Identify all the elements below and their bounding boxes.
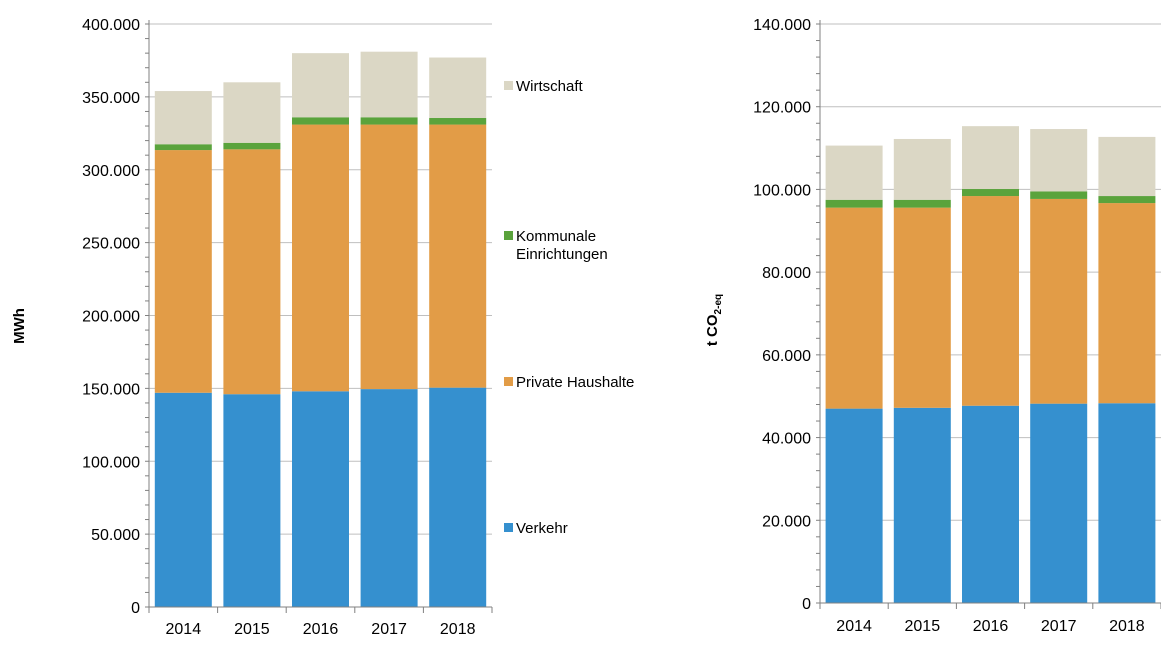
x-tick-label: 2015: [234, 621, 270, 638]
bar-verkehr-2016: [962, 405, 1019, 603]
bar-private-haushalte-2016: [962, 196, 1019, 406]
bar-private-haushalte-2015: [223, 149, 281, 395]
legend-swatch-private-haushalte: [504, 377, 513, 386]
bar-kommunale-2017: [1030, 191, 1088, 199]
legend-label: Kommunale: [516, 228, 596, 245]
emissions-bars: [825, 126, 1156, 603]
emissions-axes: [816, 20, 1161, 609]
emissions-y-axis-label: t CO2-eq: [704, 294, 724, 346]
energy-y-tick-labels: 0 50.000 100.000 150.000 200.000 250.000 300.0…: [82, 17, 140, 617]
bar-kommunale-2018: [429, 118, 487, 125]
bar-wirtschaft-2014: [825, 145, 883, 200]
bar-private-haushalte-2014: [825, 207, 883, 409]
energy-bars: [154, 51, 487, 607]
bar-verkehr-2015: [893, 407, 951, 603]
bar-private-haushalte-2015: [893, 207, 951, 408]
legend-swatch-verkehr: [504, 523, 513, 532]
bar-kommunale-2016: [292, 117, 349, 125]
bar-kommunale-2016: [962, 189, 1019, 197]
bar-wirtschaft-2017: [360, 51, 418, 118]
energy-y-axis-label: MWh: [11, 308, 28, 344]
energy-x-tick-labels: 2014 2015 2016 2017 2018: [166, 621, 476, 638]
y-tick-label: 120.000: [753, 100, 811, 117]
y-tick-label: 200.000: [82, 309, 140, 326]
energy-chart: 0 50.000 100.000 150.000 200.000 250.000 300.0…: [11, 17, 634, 638]
bar-verkehr-2017: [360, 389, 418, 607]
bar-private-haushalte-2014: [154, 150, 212, 393]
bar-verkehr-2015: [223, 394, 281, 607]
emissions-x-tick-labels: 2014 2015 2016 2017 2018: [836, 618, 1144, 635]
x-tick-label: 2017: [1041, 618, 1077, 635]
bar-verkehr-2018: [429, 387, 487, 607]
y-tick-label: 400.000: [82, 17, 140, 34]
bar-verkehr-2016: [292, 391, 349, 607]
bar-wirtschaft-2016: [292, 53, 349, 118]
x-tick-label: 2016: [303, 621, 339, 638]
bar-wirtschaft-2017: [1030, 129, 1088, 192]
bar-kommunale-2014: [154, 144, 212, 151]
x-tick-label: 2014: [836, 618, 872, 635]
bar-wirtschaft-2014: [154, 91, 212, 145]
bar-verkehr-2014: [825, 408, 883, 603]
emissions-y-axis-label-subscript: 2-eq: [713, 294, 724, 315]
bar-wirtschaft-2018: [429, 57, 487, 119]
y-tick-label: 150.000: [82, 381, 140, 398]
y-tick-label: 40.000: [762, 431, 811, 448]
bar-private-haushalte-2017: [1030, 198, 1088, 404]
bar-private-haushalte-2018: [1098, 203, 1156, 404]
bar-wirtschaft-2015: [893, 138, 951, 200]
bar-verkehr-2014: [154, 392, 212, 607]
bar-private-haushalte-2018: [429, 124, 487, 388]
bar-wirtschaft-2018: [1098, 136, 1156, 197]
x-tick-label: 2016: [973, 618, 1009, 635]
x-tick-label: 2014: [166, 621, 202, 638]
bar-wirtschaft-2016: [962, 126, 1019, 190]
legend-label: Wirtschaft: [516, 78, 584, 95]
y-tick-label: 0: [131, 600, 140, 617]
y-tick-label: 350.000: [82, 90, 140, 107]
legend-label: Verkehr: [516, 520, 568, 537]
bar-private-haushalte-2017: [360, 124, 418, 390]
legend-swatch-kommunale: [504, 231, 513, 240]
bar-kommunale-2015: [223, 142, 281, 150]
y-tick-label: 60.000: [762, 348, 811, 365]
emissions-y-axis-label-main: t CO: [704, 314, 721, 346]
bar-kommunale-2014: [825, 199, 883, 208]
bar-kommunale-2015: [893, 199, 951, 208]
legend-swatch-wirtschaft: [504, 81, 513, 90]
y-tick-label: 300.000: [82, 163, 140, 180]
bar-verkehr-2018: [1098, 403, 1156, 603]
emissions-chart: 0 20.000 40.000 60.000 80.000 100.000 120.000 1…: [704, 17, 1161, 635]
x-tick-label: 2017: [371, 621, 407, 638]
y-tick-label: 50.000: [91, 527, 140, 544]
energy-axes: [145, 20, 493, 613]
legend-label: Private Haushalte: [516, 374, 634, 391]
y-tick-label: 20.000: [762, 513, 811, 530]
y-tick-label: 140.000: [753, 17, 811, 34]
x-tick-label: 2018: [440, 621, 476, 638]
y-tick-label: 100.000: [82, 454, 140, 471]
bar-private-haushalte-2016: [292, 124, 349, 392]
y-tick-label: 250.000: [82, 236, 140, 253]
bar-verkehr-2017: [1030, 403, 1088, 603]
bar-kommunale-2017: [360, 117, 418, 125]
y-tick-label: 0: [802, 596, 811, 613]
x-tick-label: 2018: [1109, 618, 1145, 635]
bar-kommunale-2018: [1098, 196, 1156, 204]
y-tick-label: 80.000: [762, 265, 811, 282]
legend-label: Einrichtungen: [516, 246, 608, 263]
y-tick-label: 100.000: [753, 182, 811, 199]
x-tick-label: 2015: [905, 618, 941, 635]
emissions-y-tick-labels: 0 20.000 40.000 60.000 80.000 100.000 120.000 1…: [753, 17, 811, 613]
bar-wirtschaft-2015: [223, 82, 281, 143]
